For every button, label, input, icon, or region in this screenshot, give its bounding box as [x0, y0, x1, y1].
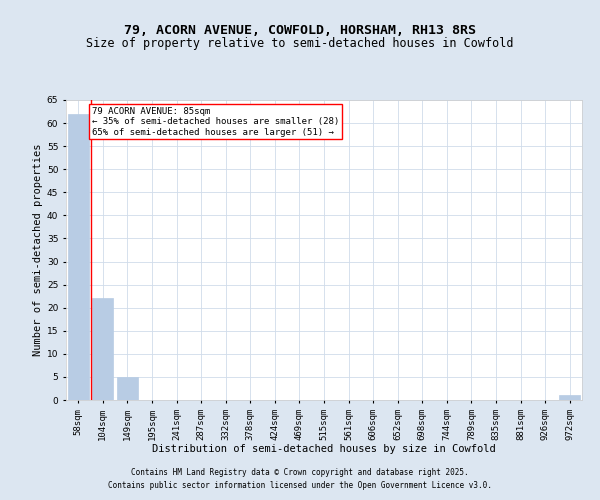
X-axis label: Distribution of semi-detached houses by size in Cowfold: Distribution of semi-detached houses by … — [152, 444, 496, 454]
Text: Size of property relative to semi-detached houses in Cowfold: Size of property relative to semi-detach… — [86, 38, 514, 51]
Bar — [92, 298, 113, 400]
Text: 79 ACORN AVENUE: 85sqm
← 35% of semi-detached houses are smaller (28)
65% of sem: 79 ACORN AVENUE: 85sqm ← 35% of semi-det… — [92, 107, 339, 136]
Bar — [68, 114, 89, 400]
Text: Contains HM Land Registry data © Crown copyright and database right 2025.: Contains HM Land Registry data © Crown c… — [131, 468, 469, 477]
Bar — [559, 396, 580, 400]
Text: Contains public sector information licensed under the Open Government Licence v3: Contains public sector information licen… — [108, 480, 492, 490]
Y-axis label: Number of semi-detached properties: Number of semi-detached properties — [32, 144, 43, 356]
Bar — [117, 377, 138, 400]
Text: 79, ACORN AVENUE, COWFOLD, HORSHAM, RH13 8RS: 79, ACORN AVENUE, COWFOLD, HORSHAM, RH13… — [124, 24, 476, 36]
